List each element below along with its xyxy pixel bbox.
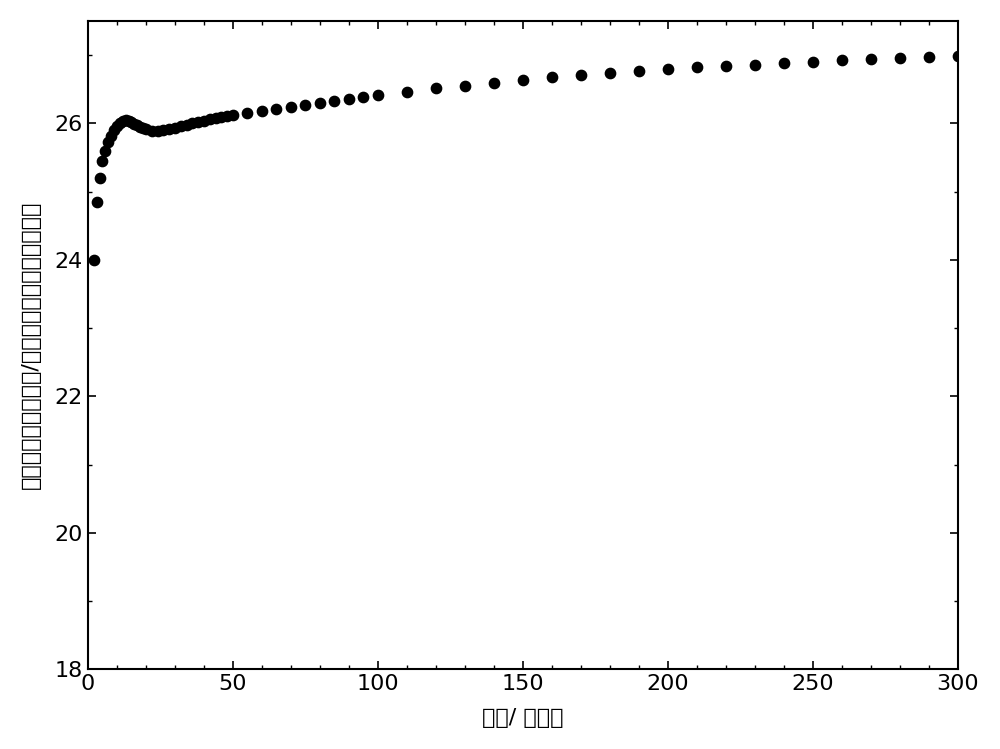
Point xyxy=(103,130,119,142)
Point xyxy=(196,115,212,127)
Point xyxy=(167,122,183,134)
Point xyxy=(631,65,647,77)
Point xyxy=(190,116,206,128)
Point xyxy=(747,58,763,70)
Point xyxy=(150,125,166,137)
Point xyxy=(515,74,531,86)
Point xyxy=(457,79,473,91)
Point xyxy=(184,118,200,130)
Point xyxy=(863,53,879,65)
Point xyxy=(428,82,444,94)
Point xyxy=(219,110,235,122)
Point xyxy=(355,91,371,103)
Point xyxy=(132,121,148,133)
Point xyxy=(341,93,357,105)
X-axis label: 温度/ 开尔文: 温度/ 开尔文 xyxy=(482,708,564,728)
Point xyxy=(213,111,229,123)
Point xyxy=(94,155,110,167)
Point xyxy=(86,254,102,266)
Point xyxy=(399,86,415,98)
Point xyxy=(179,118,195,130)
Point xyxy=(660,64,676,76)
Point xyxy=(112,118,128,130)
Point xyxy=(118,114,134,126)
Point xyxy=(155,124,171,136)
Point xyxy=(283,101,299,113)
Point xyxy=(370,89,386,101)
Point xyxy=(109,120,125,132)
Point xyxy=(268,103,284,115)
Point xyxy=(97,145,113,157)
Point xyxy=(239,107,255,119)
Point xyxy=(486,77,502,89)
Point xyxy=(544,71,560,83)
Y-axis label: 摩尔磁化率乘以温度/每摩尔立方厘米乘以开尔文: 摩尔磁化率乘以温度/每摩尔立方厘米乘以开尔文 xyxy=(21,201,41,489)
Point xyxy=(173,120,189,132)
Point xyxy=(573,70,589,82)
Point xyxy=(208,112,224,124)
Point xyxy=(602,67,618,79)
Point xyxy=(921,51,937,63)
Point xyxy=(106,124,122,136)
Point xyxy=(92,172,108,184)
Point xyxy=(123,116,139,128)
Point xyxy=(144,125,160,137)
Point xyxy=(225,109,241,121)
Point xyxy=(312,97,328,109)
Point xyxy=(297,99,313,111)
Point xyxy=(326,94,342,106)
Point xyxy=(892,52,908,64)
Point xyxy=(776,57,792,69)
Point xyxy=(121,115,137,127)
Point xyxy=(718,60,734,72)
Point xyxy=(202,113,218,125)
Point xyxy=(89,195,105,207)
Point xyxy=(100,136,116,148)
Point xyxy=(138,124,154,136)
Point xyxy=(126,118,142,130)
Point xyxy=(161,124,177,136)
Point xyxy=(115,115,131,127)
Point xyxy=(834,55,850,67)
Point xyxy=(129,119,145,131)
Point xyxy=(254,105,270,117)
Point xyxy=(689,61,705,73)
Point xyxy=(805,56,821,68)
Point xyxy=(950,50,966,62)
Point xyxy=(135,122,151,134)
